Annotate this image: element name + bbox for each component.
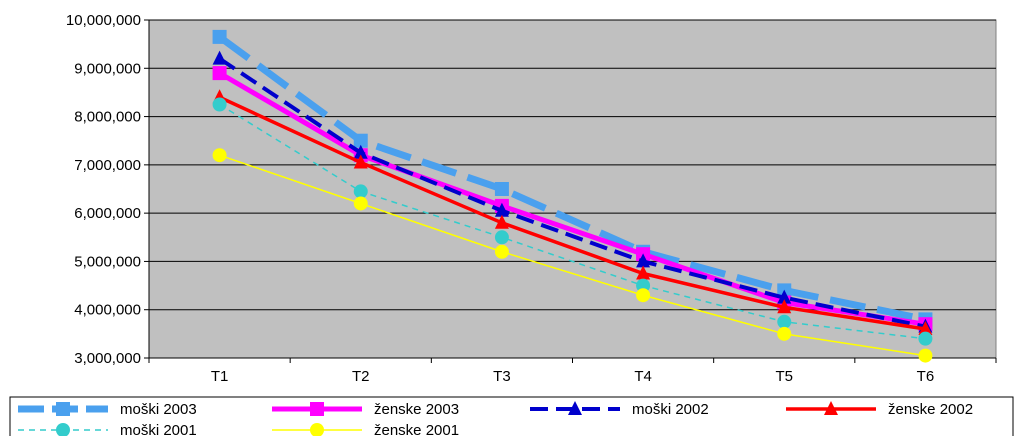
- y-tick-label: 6,000,000: [74, 205, 141, 222]
- data-point: [212, 66, 227, 81]
- data-point: [494, 202, 509, 217]
- data-point: [353, 196, 368, 211]
- series-3: [212, 89, 933, 336]
- data-point: [494, 182, 509, 196]
- x-tick-label: T2: [352, 368, 370, 385]
- plot-background: [148, 19, 997, 359]
- y-tick-label: 4,000,000: [74, 302, 141, 319]
- y-tick-label: 3,000,000: [74, 350, 141, 367]
- y-tick-label: 7,000,000: [74, 157, 141, 174]
- legend-label: ženske 2001: [374, 422, 459, 436]
- x-tick-label: T6: [917, 368, 935, 385]
- legend-swatch-marker: [310, 423, 324, 436]
- series-lines: [212, 29, 933, 363]
- series-line: [219, 103, 926, 340]
- legend-swatch-marker: [310, 402, 324, 416]
- legend-item: moški 2001: [18, 422, 197, 436]
- legend-label: ženske 2002: [888, 401, 973, 418]
- y-axis-ticks: 3,000,000 4,000,000 5,000,000 6,000,000 7,00…: [66, 12, 149, 367]
- series-5: [212, 148, 933, 363]
- legend-box: [9, 396, 1014, 436]
- plot-area: [148, 19, 997, 359]
- x-tick-label: T5: [775, 368, 793, 385]
- series-0: [212, 29, 933, 327]
- data-point: [494, 244, 509, 259]
- legend-swatch-marker: [56, 402, 70, 416]
- legend-item: ženske 2002: [786, 401, 973, 418]
- legend-swatch-marker: [56, 423, 70, 436]
- series-line: [217, 34, 927, 323]
- series-4: [212, 97, 933, 346]
- data-point: [918, 321, 933, 336]
- data-point: [494, 230, 509, 245]
- legend-label: moški 2002: [632, 401, 709, 418]
- y-tick-label: 5,000,000: [74, 253, 141, 270]
- data-point: [212, 50, 227, 65]
- legend-label: moški 2003: [120, 401, 197, 418]
- data-point: [212, 148, 227, 163]
- x-tick-label: T1: [211, 368, 229, 385]
- data-point: [494, 214, 509, 229]
- data-point: [777, 289, 792, 304]
- data-point: [353, 144, 368, 159]
- data-point: [636, 288, 651, 303]
- data-point: [636, 265, 651, 280]
- series-line: [218, 70, 926, 327]
- legend-label: moški 2001: [120, 422, 197, 436]
- x-axis-ticks: T1 T2 T3 T4 T5 T6: [148, 358, 997, 385]
- y-tick-label: 10,000,000: [66, 12, 141, 29]
- data-point: [212, 97, 227, 112]
- series-line: [218, 95, 926, 331]
- series-line: [218, 56, 926, 329]
- x-tick-label: T3: [493, 368, 511, 385]
- y-tick-label: 8,000,000: [74, 109, 141, 126]
- data-point: [353, 154, 368, 169]
- series-line: [219, 154, 926, 357]
- data-point: [353, 184, 368, 199]
- data-point: [636, 278, 651, 293]
- data-point: [918, 348, 933, 363]
- data-point: [777, 326, 792, 341]
- data-point: [777, 299, 792, 314]
- legend-item: moški 2002: [530, 401, 709, 418]
- legend-label: ženske 2003: [374, 401, 459, 418]
- data-point: [636, 253, 651, 268]
- legend-item: moški 2003: [18, 401, 197, 418]
- legend: moški 2003 ženske 2003 moški 2002 ženske 20…: [9, 396, 1014, 436]
- legend-swatch-marker: [568, 401, 582, 415]
- legend-swatch-marker: [824, 401, 838, 415]
- data-point: [212, 29, 227, 44]
- data-point: [777, 314, 792, 329]
- data-point: [353, 133, 368, 148]
- legend-item: ženske 2003: [272, 401, 459, 418]
- legend-item: ženske 2001: [272, 422, 459, 436]
- y-tick-label: 9,000,000: [74, 60, 141, 77]
- data-point: [918, 331, 933, 346]
- x-tick-label: T4: [634, 368, 652, 385]
